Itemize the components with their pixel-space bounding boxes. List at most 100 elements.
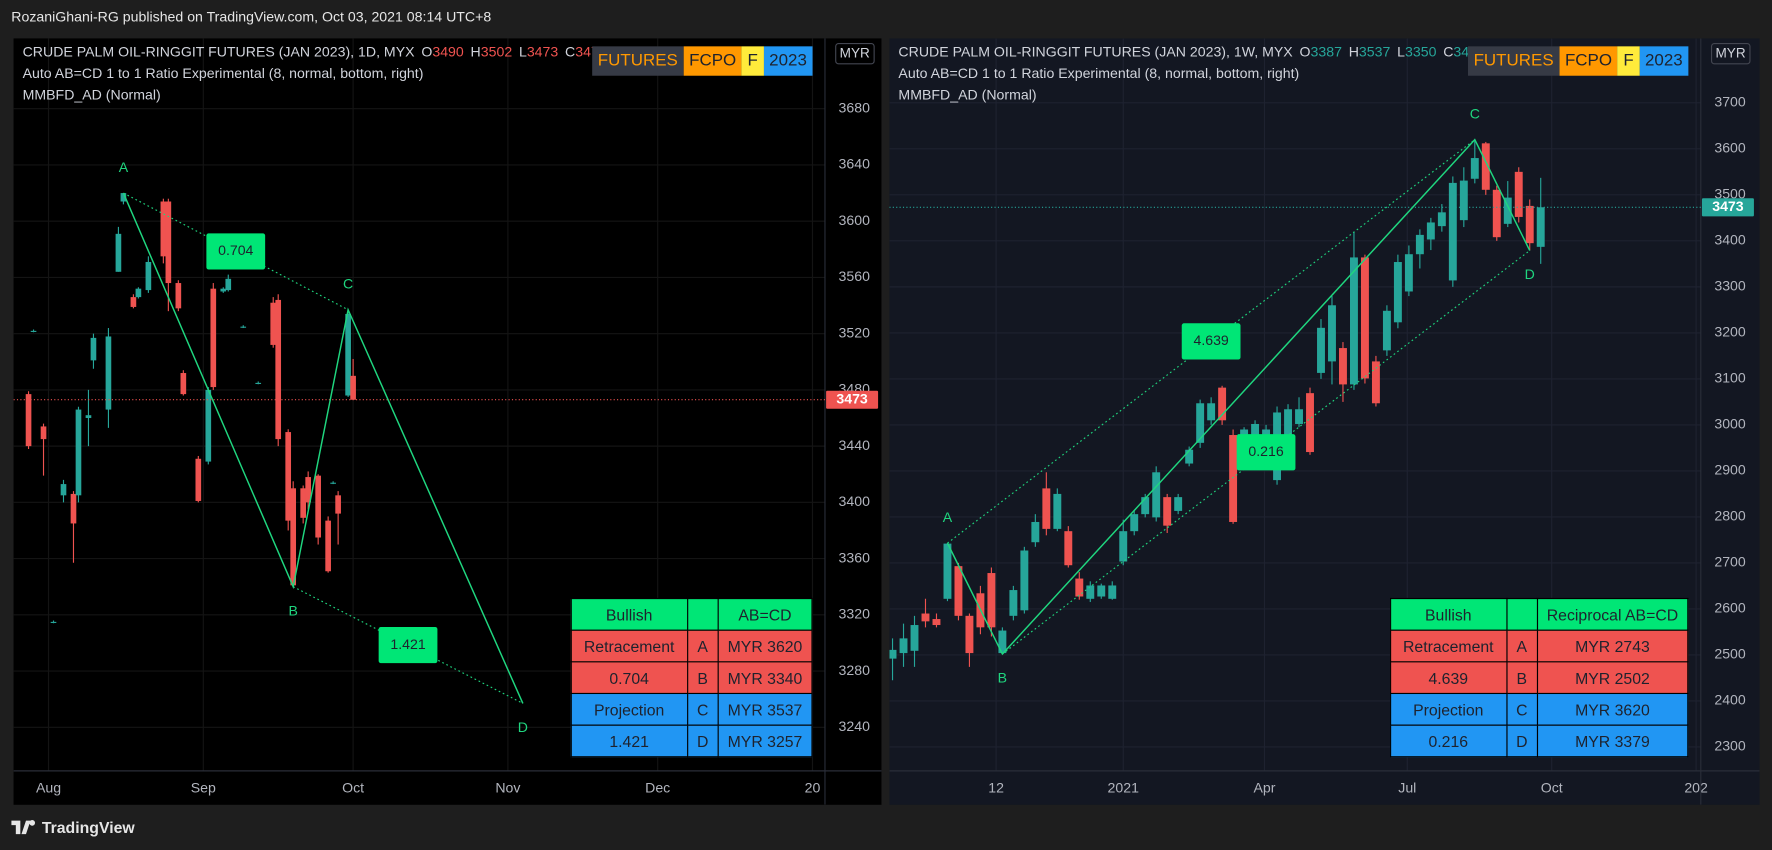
candle-body bbox=[1284, 409, 1292, 436]
candle-body bbox=[220, 288, 227, 292]
ohlc-key: L bbox=[1397, 44, 1405, 60]
candle-body bbox=[1437, 212, 1446, 227]
table-cell: MYR 3537 bbox=[717, 692, 813, 726]
chart-header: CRUDE PALM OIL-RINGGIT FUTURES (JAN 2023… bbox=[23, 42, 607, 106]
table-cell: 0.216 bbox=[1389, 724, 1508, 758]
candle-body bbox=[75, 409, 82, 496]
candle-body bbox=[1448, 182, 1457, 281]
indicator-name: Auto AB=CD 1 to 1 Ratio Experimental (8,… bbox=[22, 65, 424, 82]
table-cell: MYR 3340 bbox=[717, 661, 813, 695]
candle-body bbox=[910, 625, 919, 651]
badge: F bbox=[1617, 46, 1640, 76]
y-tick-label: 2800 bbox=[1714, 508, 1746, 524]
x-tick-label: Dec bbox=[645, 780, 670, 796]
x-tick-label: Oct bbox=[1541, 780, 1563, 796]
y-tick-label: 3320 bbox=[839, 606, 871, 622]
candle-body bbox=[1020, 550, 1029, 611]
table-cell bbox=[1505, 597, 1538, 631]
currency-label: MYR bbox=[1710, 42, 1751, 65]
candle-body bbox=[1042, 488, 1051, 529]
candle-body bbox=[90, 337, 97, 361]
table-body: Bullish AB=CD Retracement A MYR 3620 0.704 B MY… bbox=[570, 597, 813, 758]
ohlc-key: C bbox=[1443, 44, 1454, 60]
candle-body bbox=[240, 326, 247, 328]
table-cell: MYR 3620 bbox=[1536, 692, 1689, 726]
pattern-line bbox=[946, 138, 1531, 656]
candle-body bbox=[1470, 158, 1479, 179]
candle-body bbox=[275, 299, 282, 440]
table-row: 4.639 B MYR 2502 bbox=[1389, 661, 1689, 695]
candle-body bbox=[1229, 435, 1238, 522]
table-cell: Bullish bbox=[570, 597, 688, 631]
y-tick-label: 2600 bbox=[1714, 600, 1746, 616]
pattern-table: Bullish Reciprocal AB=CD Retracement A MYR 2… bbox=[1389, 597, 1689, 758]
candle-body bbox=[70, 493, 77, 524]
candle-body bbox=[1119, 531, 1128, 562]
table-cell: Reciprocal AB=CD bbox=[1536, 597, 1689, 631]
candle-body bbox=[1174, 497, 1183, 511]
candle-body bbox=[290, 488, 297, 586]
y-tick-label: 3700 bbox=[1714, 94, 1746, 110]
candle-body bbox=[1086, 585, 1095, 599]
y-tick-label: 3600 bbox=[1714, 140, 1746, 156]
indicator-name: MMBFD_AD (Normal) bbox=[22, 87, 161, 103]
candle-body bbox=[325, 520, 331, 572]
candle-body bbox=[1459, 180, 1468, 221]
pattern-point-label: C bbox=[343, 276, 353, 292]
y-tick-label: 3240 bbox=[839, 718, 871, 734]
candle-body bbox=[1404, 254, 1413, 292]
x-tick-label: 202 bbox=[1684, 780, 1708, 796]
candle-body bbox=[899, 638, 908, 654]
y-tick-label: 2900 bbox=[1714, 462, 1746, 478]
candle-body bbox=[175, 283, 182, 309]
candle-body bbox=[1371, 361, 1380, 404]
ratio-label: 0.704 bbox=[218, 242, 253, 258]
badge: 2023 bbox=[763, 46, 813, 76]
candle-body bbox=[1053, 493, 1062, 529]
badge: FCPO bbox=[1559, 46, 1618, 76]
y-tick-label: 3280 bbox=[839, 662, 871, 678]
candle-body bbox=[1064, 531, 1073, 566]
ohlc-value: 3473 bbox=[526, 44, 559, 60]
ratio-label: 1.421 bbox=[390, 636, 425, 652]
publisher-line: RozaniGhani-RG published on TradingView.… bbox=[11, 9, 492, 25]
indicator-name: Auto AB=CD 1 to 1 Ratio Experimental (8,… bbox=[898, 65, 1300, 82]
table-row: 0.704 B MYR 3340 bbox=[570, 661, 813, 695]
table-cell: A bbox=[686, 629, 719, 663]
table-cell: B bbox=[686, 661, 719, 695]
candle-body bbox=[1031, 521, 1040, 543]
candle-body bbox=[195, 458, 202, 501]
table-row: Retracement A MYR 2743 bbox=[1389, 629, 1689, 663]
ratio-box bbox=[1181, 323, 1241, 360]
candle-body bbox=[1328, 305, 1336, 362]
candle-body bbox=[40, 426, 47, 440]
table-cell: Retracement bbox=[1389, 629, 1508, 663]
y-tick-label: 3520 bbox=[839, 324, 871, 340]
ohlc-key: H bbox=[1348, 44, 1359, 60]
candle-body bbox=[1382, 310, 1391, 351]
y-tick-label: 2500 bbox=[1714, 646, 1746, 662]
candle-body bbox=[1306, 393, 1314, 453]
x-tick-label: 20 bbox=[805, 780, 821, 796]
table-row: Retracement A MYR 3620 bbox=[570, 629, 813, 663]
table-cell: D bbox=[1505, 724, 1538, 758]
candle-body bbox=[965, 615, 974, 654]
table-row: 1.421 D MYR 3257 bbox=[570, 724, 813, 758]
ratio-label: 4.639 bbox=[1193, 332, 1228, 348]
y-tick-label: 3200 bbox=[1714, 324, 1746, 340]
candle-body bbox=[1481, 143, 1490, 190]
table-row: Projection C MYR 3620 bbox=[1389, 692, 1689, 726]
last-price-label: 3473 bbox=[1712, 198, 1744, 214]
candle-body bbox=[135, 288, 142, 298]
table-cell: Projection bbox=[570, 692, 688, 726]
candle-body bbox=[1141, 497, 1150, 515]
pattern-point-label: B bbox=[998, 670, 1007, 686]
table-cell: C bbox=[686, 692, 719, 726]
candle-body bbox=[1185, 449, 1194, 464]
ohlc-value: 3537 bbox=[1358, 44, 1391, 60]
candle-body bbox=[1492, 189, 1501, 238]
candle-body bbox=[105, 336, 112, 410]
table-cell: Projection bbox=[1389, 692, 1508, 726]
candle-body bbox=[1130, 514, 1139, 532]
